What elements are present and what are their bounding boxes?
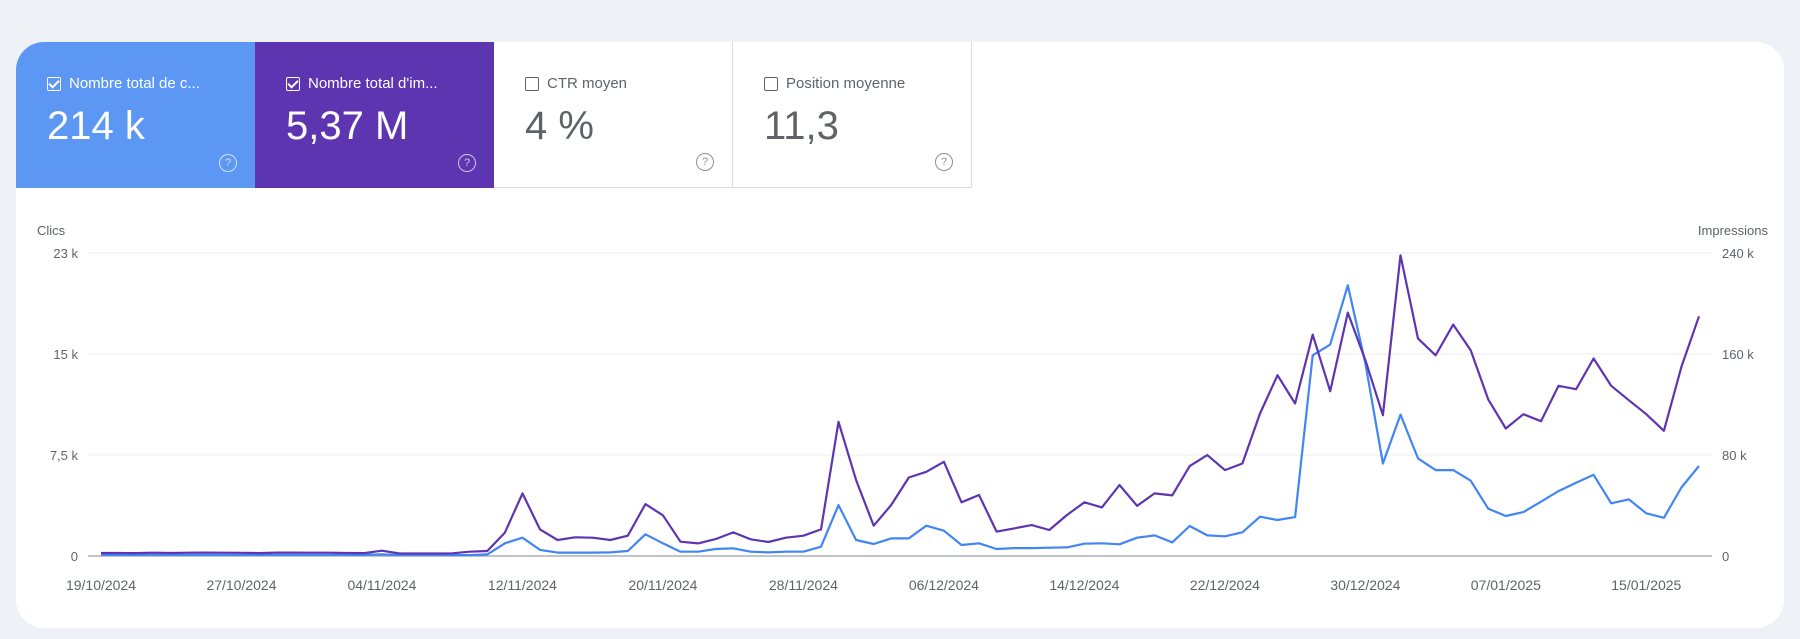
y-right-tick-label: 0 [1722,549,1729,564]
metric-value: 5,37 M [286,104,409,148]
question-circle-icon[interactable]: ? [935,153,953,171]
x-tick-label: 30/12/2024 [1330,577,1400,593]
checkbox-unchecked-icon[interactable] [764,76,778,91]
metric-value: 11,3 [764,104,839,148]
y-right-tick-label: 240 k [1722,246,1754,261]
question-circle-icon[interactable]: ? [219,154,237,172]
metric-value: 214 k [47,104,145,148]
performance-panel: Nombre total de c... 214 k ? Nombre tota… [16,42,1784,628]
metric-cards: Nombre total de c... 214 k ? Nombre tota… [16,42,972,188]
x-tick-label: 06/12/2024 [909,577,979,593]
y-right-axis-label: Impressions [1698,223,1769,238]
metric-card-impressions[interactable]: Nombre total d'im... 5,37 M ? [255,42,494,188]
question-circle-icon[interactable]: ? [696,153,714,171]
y-left-tick-label: 0 [71,549,78,564]
y-right-tick-label: 80 k [1722,448,1747,463]
clicks-line [101,284,1700,557]
y-left-axis-label: Clics [37,223,66,238]
y-right-tick-label: 160 k [1722,347,1754,362]
x-tick-label: 27/10/2024 [206,577,276,593]
y-left-tick-label: 23 k [53,246,78,261]
y-left-tick-label: 15 k [53,347,78,362]
metric-label: Nombre total d'im... [308,75,438,92]
metric-card-ctr[interactable]: CTR moyen 4 % ? [494,42,733,188]
metric-label: CTR moyen [547,75,628,92]
x-tick-label: 14/12/2024 [1049,577,1119,593]
impressions-line [101,254,1701,555]
x-tick-label: 12/11/2024 [488,577,557,593]
metric-label: Position moyenne [786,75,906,92]
x-tick-label: 28/11/2024 [769,577,838,593]
checkbox-checked-icon[interactable] [286,76,300,91]
y-left-tick-label: 7,5 k [50,448,79,463]
metric-label: Nombre total de c... [69,75,200,92]
x-tick-label: 15/01/2025 [1611,577,1681,593]
x-tick-label: 22/12/2024 [1190,577,1260,593]
metric-card-clicks[interactable]: Nombre total de c... 214 k ? [16,42,255,188]
metric-card-position[interactable]: Position moyenne 11,3 ? [733,42,972,188]
metric-value: 4 % [525,104,594,148]
x-tick-label: 20/11/2024 [628,577,697,593]
checkbox-unchecked-icon[interactable] [525,76,539,91]
x-tick-label: 19/10/2024 [66,577,136,593]
x-tick-label: 04/11/2024 [347,577,416,593]
question-circle-icon[interactable]: ? [458,154,476,172]
x-tick-label: 07/01/2025 [1471,577,1541,593]
checkbox-checked-icon[interactable] [47,76,61,91]
